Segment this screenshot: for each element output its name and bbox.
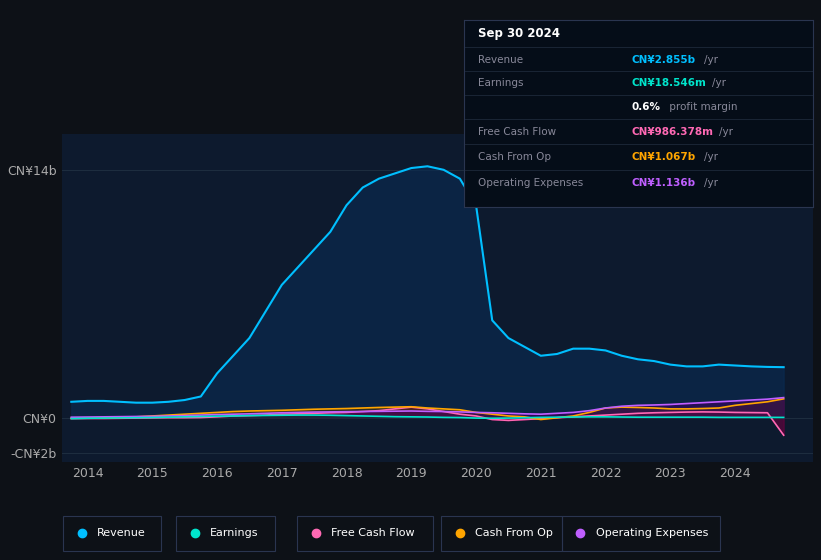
- Text: Operating Expenses: Operating Expenses: [478, 178, 583, 188]
- Text: CN¥1.136b: CN¥1.136b: [631, 178, 695, 188]
- Text: 0.6%: 0.6%: [631, 102, 660, 112]
- Text: /yr: /yr: [712, 78, 726, 88]
- Text: /yr: /yr: [719, 127, 733, 137]
- Text: Operating Expenses: Operating Expenses: [595, 529, 708, 538]
- Text: Free Cash Flow: Free Cash Flow: [331, 529, 415, 538]
- Text: profit margin: profit margin: [666, 102, 737, 112]
- Text: Cash From Op: Cash From Op: [478, 152, 551, 162]
- Text: Earnings: Earnings: [478, 78, 523, 88]
- Text: Sep 30 2024: Sep 30 2024: [478, 27, 560, 40]
- Text: Revenue: Revenue: [97, 529, 146, 538]
- Text: CN¥18.546m: CN¥18.546m: [631, 78, 706, 88]
- Text: CN¥1.067b: CN¥1.067b: [631, 152, 695, 162]
- Text: /yr: /yr: [704, 152, 718, 162]
- Text: /yr: /yr: [704, 55, 718, 65]
- Text: CN¥986.378m: CN¥986.378m: [631, 127, 713, 137]
- Text: CN¥2.855b: CN¥2.855b: [631, 55, 695, 65]
- Text: Cash From Op: Cash From Op: [475, 529, 553, 538]
- Text: Free Cash Flow: Free Cash Flow: [478, 127, 556, 137]
- Text: /yr: /yr: [704, 178, 718, 188]
- Text: Revenue: Revenue: [478, 55, 523, 65]
- Text: Earnings: Earnings: [210, 529, 259, 538]
